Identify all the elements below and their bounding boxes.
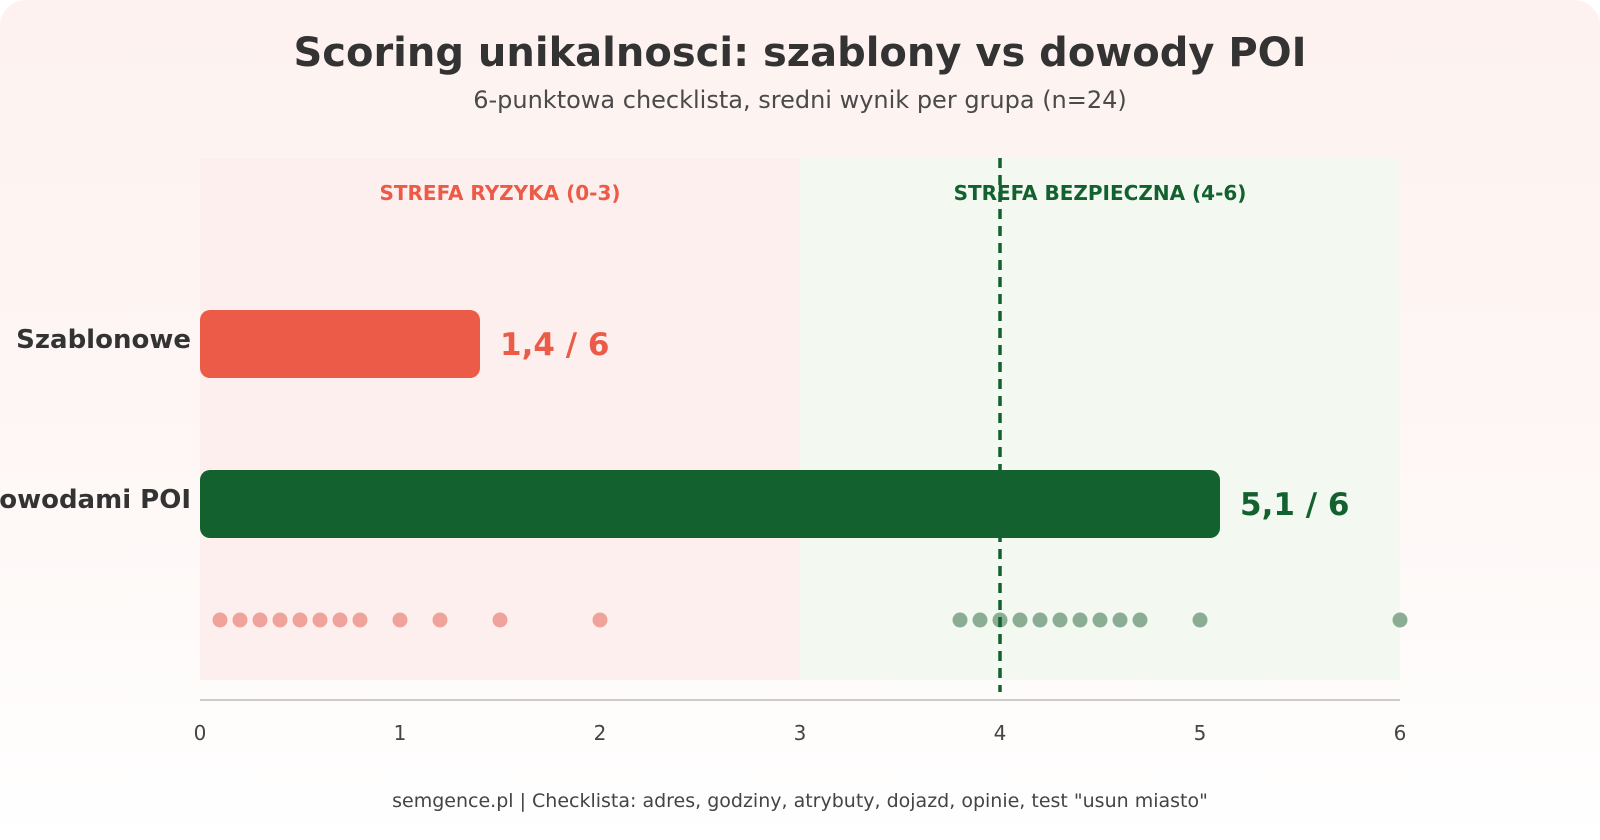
value-label-z-dowodami-poi: 5,1 / 6 (1240, 487, 1349, 523)
score-dot-z-dowodami-poi-0 (952, 612, 968, 628)
chart-title: Scoring unikalnosci: szablony vs dowody … (293, 30, 1307, 76)
score-dot-szablonowe-8 (392, 612, 408, 628)
score-dot-szablonowe-10 (492, 612, 508, 628)
score-dot-szablonowe-11 (592, 612, 608, 628)
score-dot-szablonowe-7 (352, 612, 368, 628)
score-dot-z-dowodami-poi-10 (1192, 612, 1208, 628)
score-dot-z-dowodami-poi-1 (972, 612, 988, 628)
x-tick-label-3: 3 (794, 721, 807, 745)
score-dot-z-dowodami-poi-11 (1392, 612, 1408, 628)
x-tick-label-4: 4 (994, 721, 1007, 745)
x-tick-label-0: 0 (194, 721, 207, 745)
score-dot-z-dowodami-poi-6 (1072, 612, 1088, 628)
score-dot-szablonowe-1 (232, 612, 248, 628)
bar-z-dowodami-poi (200, 470, 1220, 538)
score-dot-z-dowodami-poi-5 (1052, 612, 1068, 628)
risk-zone-label: STREFA RYZYKA (0-3) (379, 181, 620, 205)
chart-subtitle: 6-punktowa checklista, sredni wynik per … (473, 86, 1127, 114)
score-dot-szablonowe-3 (272, 612, 288, 628)
score-dot-z-dowodami-poi-7 (1092, 612, 1108, 628)
x-tick-label-5: 5 (1194, 721, 1207, 745)
score-dot-szablonowe-2 (252, 612, 268, 628)
score-dot-z-dowodami-poi-4 (1032, 612, 1048, 628)
score-dot-z-dowodami-poi-9 (1132, 612, 1148, 628)
x-tick-label-2: 2 (594, 721, 607, 745)
score-dot-szablonowe-9 (432, 612, 448, 628)
score-dot-szablonowe-0 (212, 612, 228, 628)
x-tick-label-1: 1 (394, 721, 407, 745)
risk-zone (200, 158, 800, 680)
score-dot-z-dowodami-poi-3 (1012, 612, 1028, 628)
safe-zone-label: STREFA BEZPIECZNA (4-6) (954, 181, 1247, 205)
score-dot-szablonowe-4 (292, 612, 308, 628)
value-label-szablonowe: 1,4 / 6 (500, 327, 609, 363)
category-label-szablonowe: Szablonowe (16, 325, 191, 355)
category-label-z-dowodami-poi: Z dowodami POI (0, 485, 191, 515)
score-dot-szablonowe-5 (312, 612, 328, 628)
bar-szablonowe (200, 310, 480, 378)
score-dot-szablonowe-6 (332, 612, 348, 628)
chart-footer: semgence.pl | Checklista: adres, godziny… (392, 790, 1208, 812)
score-dot-z-dowodami-poi-8 (1112, 612, 1128, 628)
x-tick-label-6: 6 (1394, 721, 1407, 745)
safe-zone (800, 158, 1400, 680)
